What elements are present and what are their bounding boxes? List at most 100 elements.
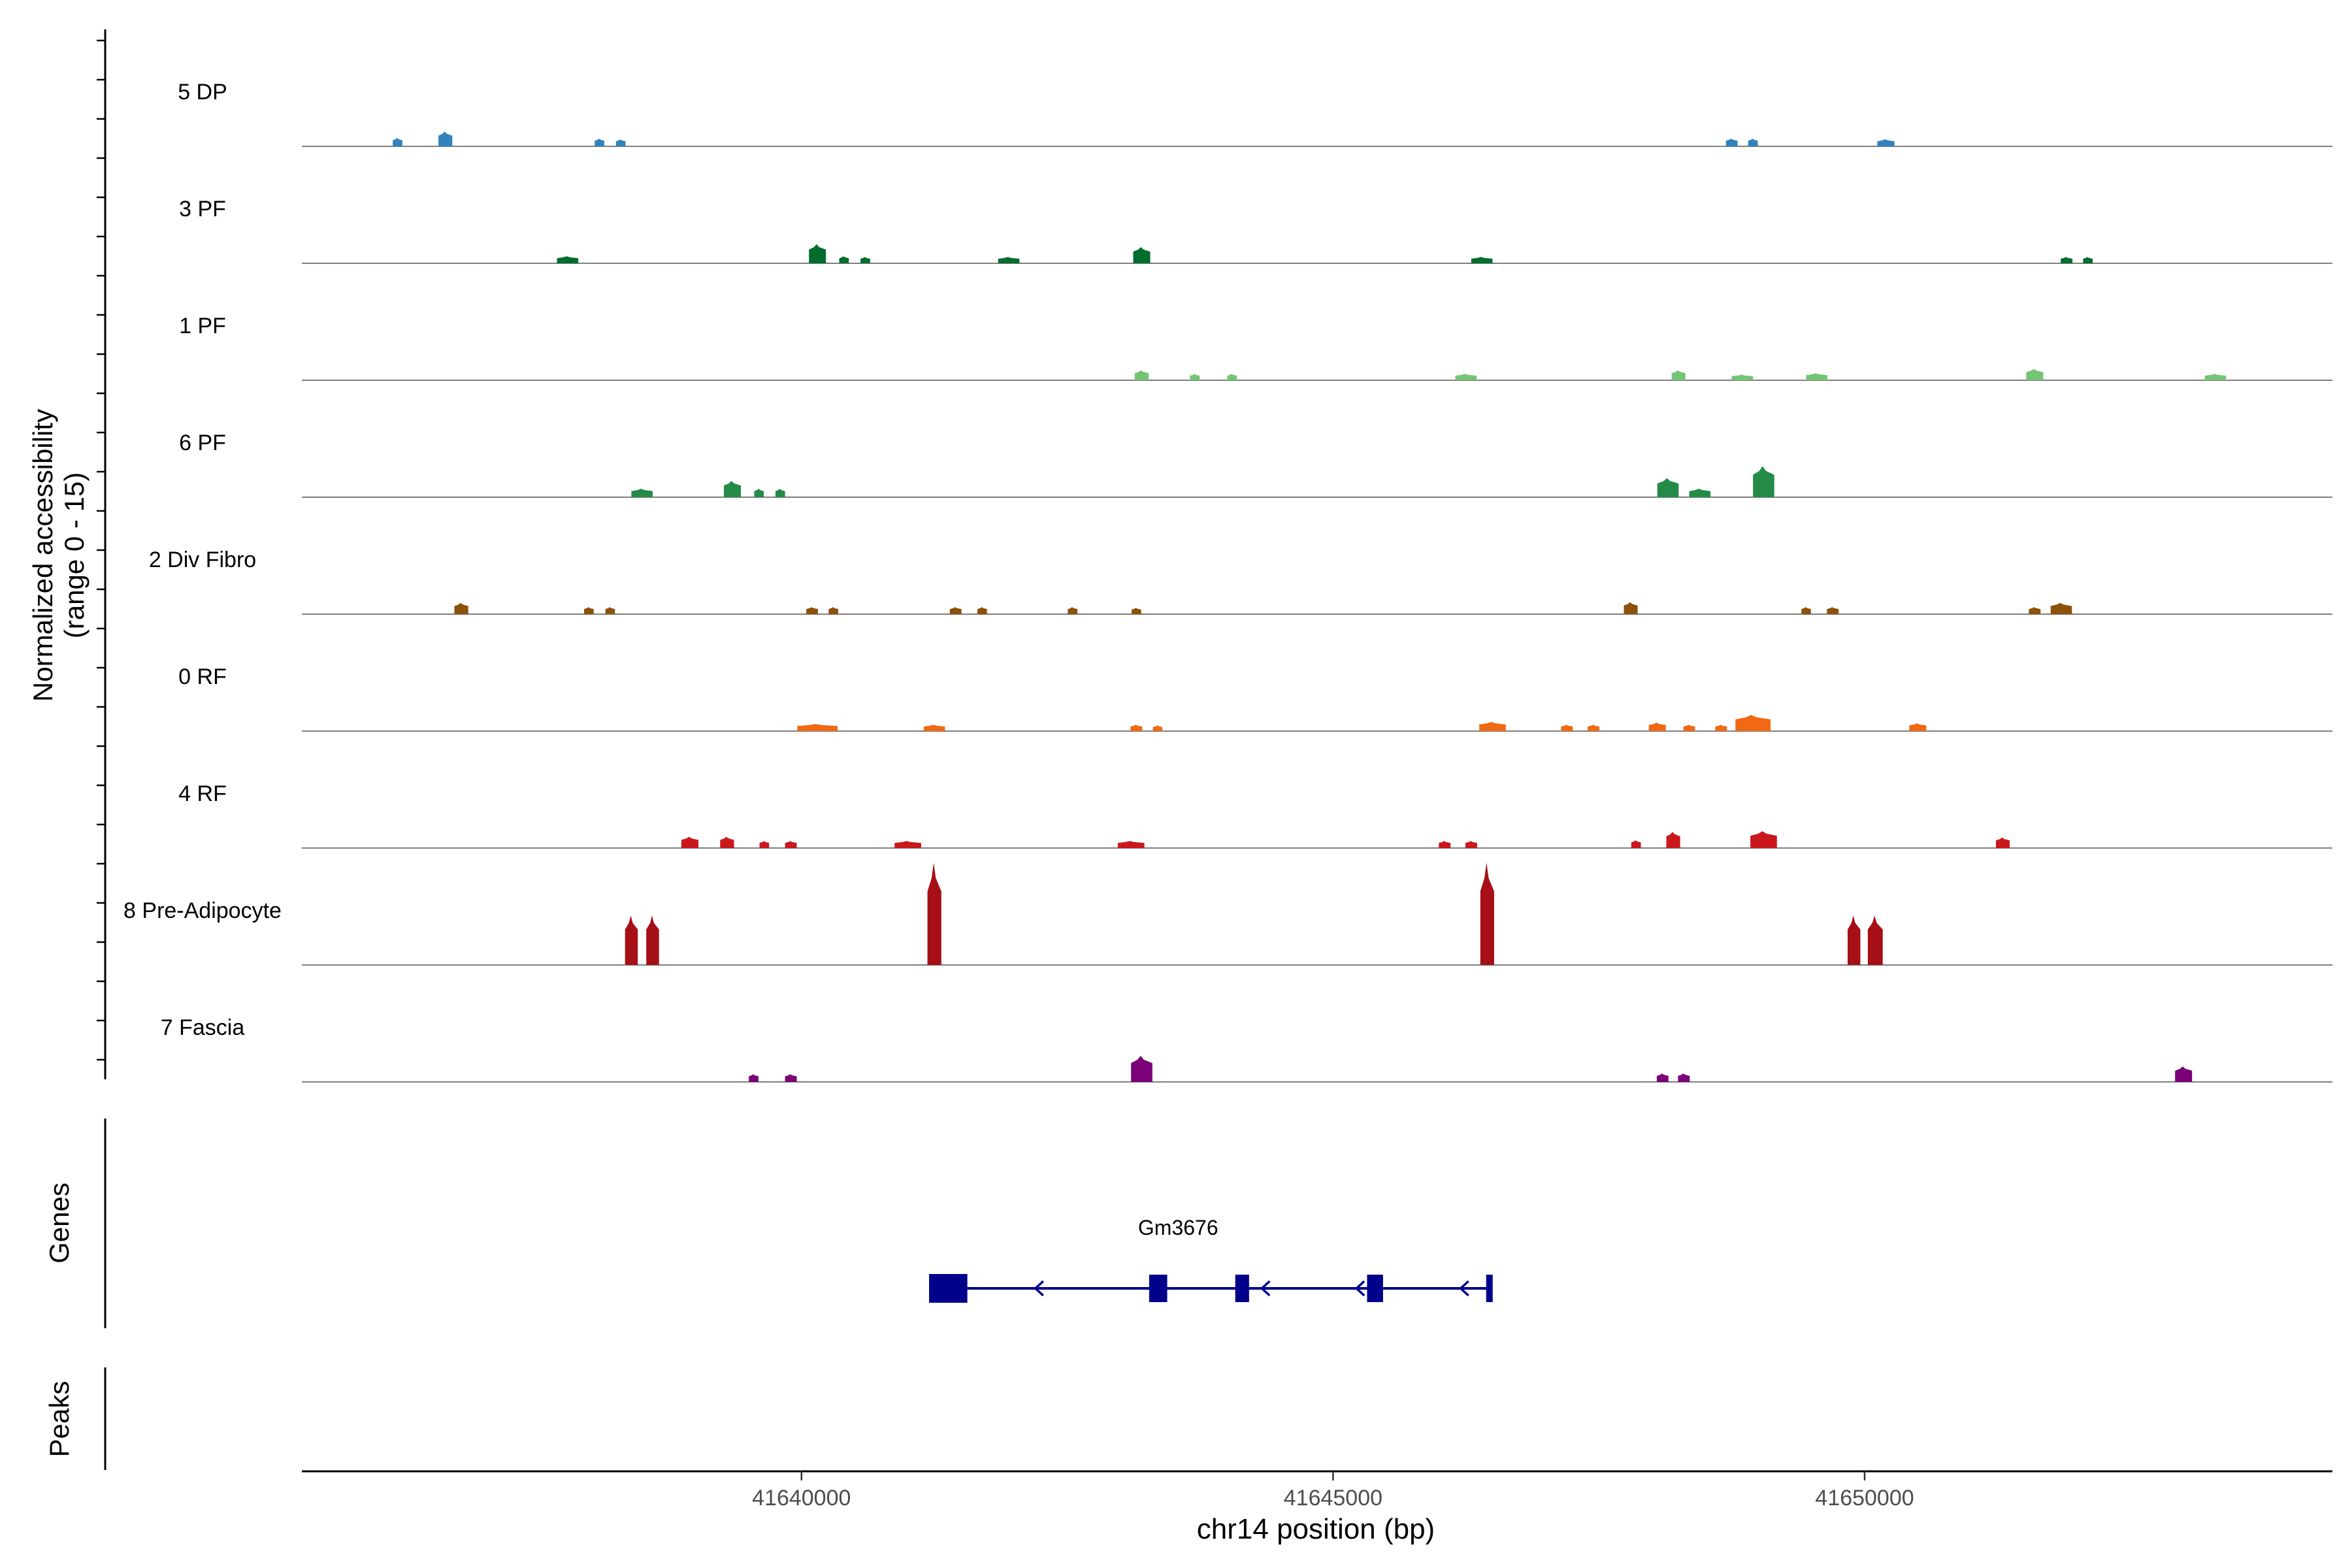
x-tick-label: 41645000 [1284,1486,1382,1511]
track-label: 1 PF [179,314,226,338]
track-1-pf: 1 PF [179,314,2332,381]
coverage-peak [1996,837,2010,848]
coverage-peak [809,244,826,263]
coverage-peak [998,257,1020,263]
coverage-peak [615,139,626,146]
coverage-peak [1117,841,1145,848]
coverage-peak [631,489,653,497]
coverage-peak [1725,139,1738,146]
coverage-peak [1631,840,1641,848]
gene-model: Gm3676 [929,1216,1493,1303]
gene-exon [929,1274,968,1303]
track-label: 4 RF [178,781,227,806]
coverage-peak [1683,725,1695,731]
gene-exon [1235,1275,1249,1302]
track-label: 5 DP [178,80,227,105]
coverage-peak [860,257,870,263]
coverage-peak [1439,841,1451,848]
coverage-peak [1131,1056,1152,1082]
coverage-peak [927,862,941,965]
coverage-peak [625,915,638,965]
gene-exon [1367,1275,1383,1302]
coverage-peak [1909,723,1927,731]
coverage-peak [438,131,453,146]
coverage-peak [1132,608,1141,614]
coverage-peak [1748,139,1758,146]
y-axis-label: Normalized accessibility (range 0 - 15) [27,409,90,702]
coverage-peak [1480,862,1494,965]
coverage-peak [1068,607,1078,614]
coverage-peak [1455,374,1477,380]
coverage-peak [1152,725,1163,731]
coverage-peak [1801,607,1811,614]
coverage-peak [1588,725,1599,731]
coverage-peak [785,1074,797,1082]
coverage-peak [584,607,594,614]
coverage-peak [1715,725,1727,731]
coverage-peak [797,724,838,731]
coverage-peak [595,139,604,146]
coverage-peak [2175,1066,2193,1082]
track-label: 6 PF [179,431,226,455]
peaks-panel-label: Peaks [44,1381,74,1458]
coverage-peak [775,489,785,497]
coverage-peak [759,841,770,848]
coverage-peak [1133,247,1151,263]
gene-strand-arrow [1354,1280,1365,1297]
coverage-peak [393,138,402,146]
coverage-peak [785,841,797,848]
coverage-peak [646,915,659,965]
track-5-dp: 5 DP [178,80,2332,147]
y-axis-label-line1: Normalized accessibility [27,409,58,702]
coverage-peak [1877,139,1895,146]
coverage-peak [1657,478,1679,497]
track-label: 0 RF [178,664,227,689]
gene-strand-arrow [1260,1280,1271,1297]
track-7-fascia: 7 Fascia [161,1015,2332,1083]
coverage-peak [1848,915,1861,965]
coverage-peak [557,256,579,263]
coverage-peak [1827,607,1839,614]
coverage-peak [1731,374,1754,380]
coverage-peak [923,725,945,731]
track-label: 7 Fascia [161,1015,245,1040]
track-label: 2 Div Fibro [149,547,256,572]
coverage-peak [1624,602,1638,614]
coverage-peak [1479,722,1506,731]
coverage-peak [1689,489,1711,497]
coverage-peak [2061,257,2073,263]
gene-strand-arrow [1148,1280,1159,1297]
track-4-rf: 4 RF [178,781,2332,849]
genes-panel: Genes Gm3676 [44,1119,1493,1328]
coverage-peak [1471,257,1493,263]
coverage-peak [681,836,698,848]
x-tick-label: 41650000 [1815,1486,1914,1511]
track-6-pf: 6 PF [179,431,2332,498]
gene-strand-arrow [1034,1280,1044,1297]
coverage-peak [1130,725,1143,731]
gene-exon [1149,1275,1168,1302]
coverage-peak [1648,723,1666,731]
coverage-peak [949,607,962,614]
coverage-peak [1678,1073,1690,1082]
coverage-peak [2026,368,2044,380]
coverage-peak [894,841,921,848]
coverage-peak [1753,466,1774,497]
coverage-peak [1227,374,1237,380]
coverage-peak [605,607,615,614]
x-axis-label: chr14 position (bp) [1197,1513,1435,1545]
coverage-peak [806,607,818,614]
coverage-peak [2050,602,2072,614]
coverage-peak [828,607,838,614]
track-0-rf: 0 RF [178,664,2332,732]
genes-panel-label: Genes [44,1183,74,1264]
coverage-peak [2083,257,2093,263]
coverage-peak [1671,370,1686,380]
track-label: 3 PF [179,197,226,221]
track-8-pre-adipocyte: 8 Pre-Adipocyte [123,862,2332,966]
tracks-y-axis-ticks [97,39,105,1061]
track-2-div-fibro: 2 Div Fibro [149,547,2332,615]
coverage-peak [1465,841,1477,848]
coverage-peak [1735,715,1771,731]
x-tick-label: 41640000 [752,1486,851,1511]
